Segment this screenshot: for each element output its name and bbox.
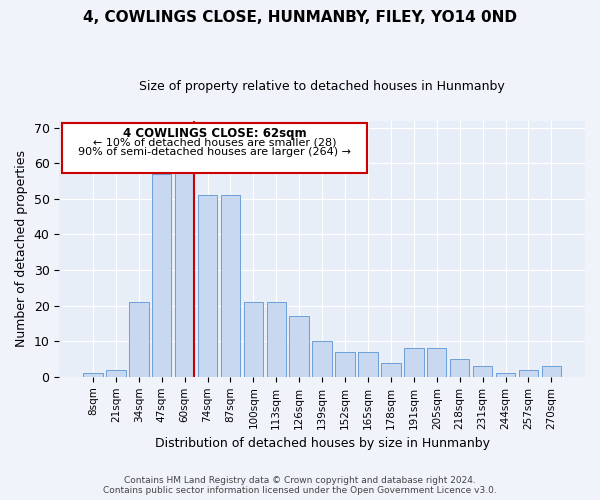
Bar	[518, 370, 538, 377]
Bar	[129, 302, 149, 377]
Bar	[266, 302, 286, 377]
Title: Size of property relative to detached houses in Hunmanby: Size of property relative to detached ho…	[139, 80, 505, 93]
Bar	[175, 170, 194, 377]
Bar	[427, 348, 446, 377]
Text: 90% of semi-detached houses are larger (264) →: 90% of semi-detached houses are larger (…	[78, 148, 351, 158]
Bar	[496, 374, 515, 377]
Bar	[198, 196, 217, 377]
Bar	[358, 352, 378, 377]
Bar	[404, 348, 424, 377]
Bar	[289, 316, 309, 377]
Text: ← 10% of detached houses are smaller (28): ← 10% of detached houses are smaller (28…	[92, 137, 336, 147]
Bar	[313, 341, 332, 377]
Bar	[152, 174, 172, 377]
Text: 4 COWLINGS CLOSE: 62sqm: 4 COWLINGS CLOSE: 62sqm	[122, 127, 306, 140]
FancyBboxPatch shape	[62, 123, 367, 173]
Bar	[542, 366, 561, 377]
Bar	[221, 196, 240, 377]
Bar	[381, 362, 401, 377]
Bar	[244, 302, 263, 377]
Bar	[450, 359, 469, 377]
Bar	[83, 374, 103, 377]
Bar	[335, 352, 355, 377]
Text: 4, COWLINGS CLOSE, HUNMANBY, FILEY, YO14 0ND: 4, COWLINGS CLOSE, HUNMANBY, FILEY, YO14…	[83, 10, 517, 25]
X-axis label: Distribution of detached houses by size in Hunmanby: Distribution of detached houses by size …	[155, 437, 490, 450]
Text: Contains HM Land Registry data © Crown copyright and database right 2024.: Contains HM Land Registry data © Crown c…	[124, 476, 476, 485]
Bar	[473, 366, 493, 377]
Text: Contains public sector information licensed under the Open Government Licence v3: Contains public sector information licen…	[103, 486, 497, 495]
Bar	[106, 370, 125, 377]
Y-axis label: Number of detached properties: Number of detached properties	[15, 150, 28, 347]
